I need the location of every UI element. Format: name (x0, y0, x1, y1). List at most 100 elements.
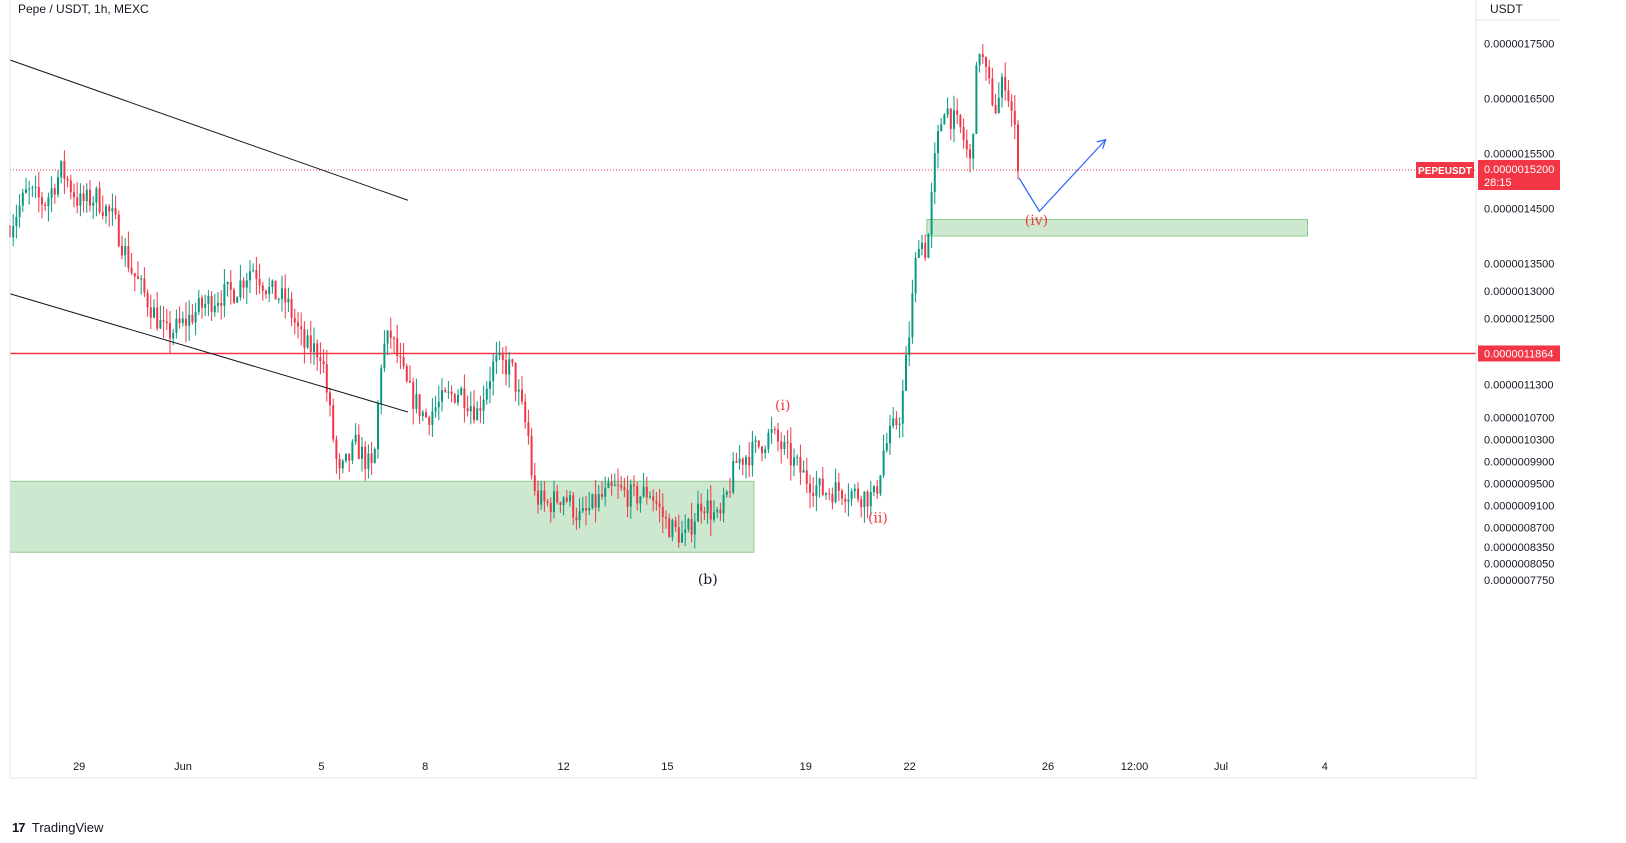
candle-body (588, 508, 591, 511)
candle-body (354, 434, 357, 443)
candle-body (818, 478, 821, 486)
candle-body (393, 337, 395, 339)
candle-body (242, 280, 245, 288)
candle-body (879, 475, 882, 494)
candle-body (997, 97, 1000, 114)
projection-layer (1018, 138, 1107, 213)
time-tick-label: 12 (557, 761, 569, 773)
candle-body (882, 450, 885, 476)
candle-body (194, 312, 197, 323)
candle-body (437, 401, 440, 408)
candle-body (693, 521, 696, 535)
candle-body (290, 298, 293, 318)
candle-body (277, 299, 280, 301)
candle-body (866, 491, 869, 507)
candle-body (434, 407, 437, 412)
candle-body (482, 399, 485, 411)
candle-body (361, 446, 363, 459)
candle-body (885, 443, 888, 451)
countdown-timer: 28:15 (1484, 177, 1512, 189)
candle-body (303, 329, 306, 348)
currency-label[interactable]: USDT (1490, 2, 1523, 16)
candle-body (905, 355, 907, 391)
candle-body (178, 318, 181, 324)
time-tick-label: 12:00 (1121, 761, 1149, 773)
candle-body (927, 234, 930, 258)
candle-body (207, 295, 210, 304)
candle-body (786, 442, 789, 444)
symbol-header[interactable]: Pepe / USDT, 1h, MEXC (18, 2, 149, 16)
candle-body (21, 192, 24, 206)
candle-body (562, 497, 565, 506)
candle-body (565, 497, 568, 502)
wave-label: (ii) (868, 511, 888, 527)
arrow-head-icon (1096, 138, 1107, 149)
candle-body (857, 488, 859, 500)
projection-path (1018, 139, 1107, 213)
wave-label: (iv) (1025, 213, 1048, 229)
candle-body (114, 208, 117, 215)
candle-body (249, 271, 251, 281)
candle-body (655, 500, 658, 504)
candle-body (921, 242, 923, 250)
candle-body (511, 359, 514, 363)
candle-body (533, 475, 536, 491)
candle-body (92, 202, 95, 206)
candle-body (47, 197, 50, 207)
candle-body (873, 486, 875, 493)
candle-body (850, 491, 853, 500)
candle-body (63, 161, 66, 179)
candle-body (773, 429, 776, 431)
candle-body (377, 403, 379, 450)
candle-body (213, 305, 216, 313)
candle-body (652, 496, 655, 501)
candle-body (485, 388, 488, 400)
candle-body (661, 506, 664, 517)
candle-body (825, 493, 827, 495)
candle-body (898, 423, 901, 425)
candle-body (140, 278, 143, 280)
candle-body (847, 499, 850, 502)
candle-body (425, 412, 427, 418)
candle-body (777, 429, 779, 442)
candle-body (300, 326, 303, 330)
candle-body (73, 192, 75, 198)
candle-body (233, 289, 235, 303)
candle-body (725, 491, 728, 495)
candle-body (901, 390, 904, 424)
candle-body (953, 110, 955, 129)
tradingview-logo[interactable]: 17 TradingView (12, 820, 103, 835)
candle-body (978, 54, 981, 66)
candle-body (969, 149, 971, 159)
wave-label: (b) (698, 572, 718, 588)
candle-body (889, 426, 891, 444)
wave-labels-layer: (b)(i)(ii)(iii)(iv)(v) (698, 213, 1048, 588)
candle-body (812, 492, 815, 496)
candle-body (604, 487, 607, 497)
candle-body (732, 461, 735, 493)
candle-body (962, 127, 965, 141)
candle-body (252, 270, 255, 272)
price-tick-label: 0.0000013500 (1484, 259, 1554, 271)
tradingview-mark-icon: 17 (12, 820, 26, 835)
candle-body (66, 178, 69, 181)
current-price-value: 0.0000015200 (1484, 164, 1554, 176)
candle-body (972, 133, 975, 159)
candle-body (399, 355, 402, 358)
candle-body (1004, 76, 1007, 91)
candle-body (930, 192, 933, 235)
candle-body (441, 390, 443, 402)
candle-body (530, 436, 533, 476)
candle-body (149, 307, 152, 318)
candle-body (613, 484, 616, 486)
candle-body (831, 494, 834, 503)
candle-body (722, 494, 725, 514)
candle-body (466, 408, 469, 412)
price-tick-label: 0.0000008350 (1484, 542, 1554, 554)
candle-body (949, 108, 952, 129)
candle-body (405, 366, 408, 382)
candle-body (41, 197, 43, 205)
candle-body (389, 330, 392, 338)
candle-body (15, 217, 18, 227)
candle-body (169, 323, 171, 339)
